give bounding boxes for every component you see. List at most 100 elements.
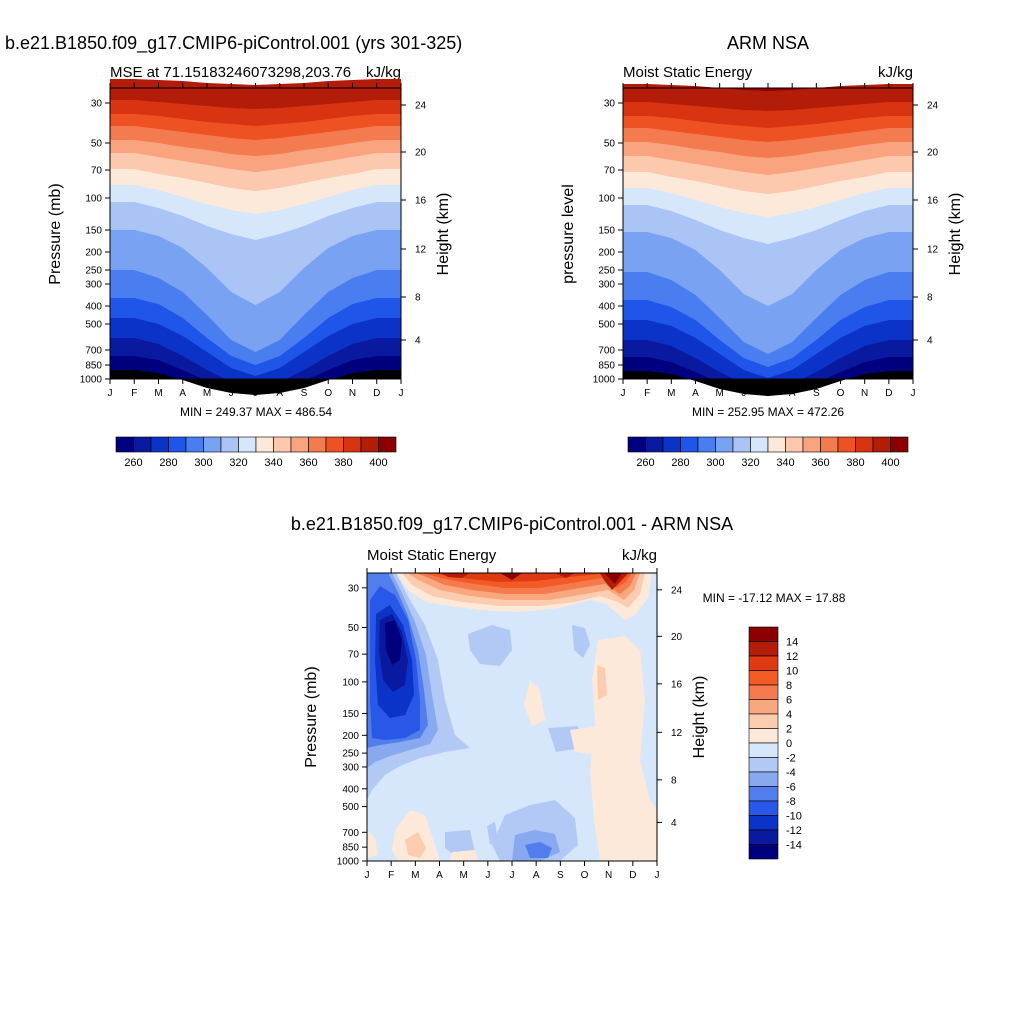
panel3-colorbar-label: -8 <box>786 796 796 808</box>
panel1-y-tick-label: 850 <box>85 361 102 372</box>
panel1-x-tick-label: J <box>229 388 234 399</box>
panel3-contour-neg-14 <box>385 620 402 665</box>
panel1-y-axis-label: Pressure (mb) <box>47 183 64 284</box>
panel1-colorbar-label: 360 <box>299 457 317 469</box>
panel1-axes: J F M A M J J A S O N D J 30 50 70 100 150 200 250 300 400 500… <box>80 83 427 399</box>
panel3-colorbar-swatch <box>748 684 779 700</box>
panel1-colorbar-label: 400 <box>369 457 387 469</box>
panel1-h-tick-label: 16 <box>415 196 427 207</box>
panel1-right-axis-label: Height (km) <box>435 193 452 276</box>
panel1-units: kJ/kg <box>366 64 401 81</box>
panel1-colorbar-swatch <box>185 436 204 453</box>
panel3-colorbar-label: -6 <box>786 782 796 794</box>
panel2-colorbar-label: 280 <box>671 457 689 469</box>
panel1-y-tick-label: 700 <box>85 346 102 357</box>
panel2-x-tick-label: J <box>741 388 746 399</box>
panel3-contour-blob-2 <box>572 625 590 658</box>
panel2-colorbar-swatch <box>837 436 856 453</box>
panel3-contour-low-neg-b <box>445 830 475 856</box>
panel2-units: kJ/kg <box>878 64 913 81</box>
panel2-h-tick-label: 8 <box>927 293 933 304</box>
panel1-colorbar-swatch <box>220 436 239 453</box>
panel3-contour-low-neg-6 <box>525 842 552 858</box>
panel1-y-tick-label: 400 <box>85 302 102 313</box>
panel3-colorbar-swatch <box>748 757 779 773</box>
panel1-y-tick-label: 150 <box>85 226 102 237</box>
panel3-x-tick-label: J <box>485 870 490 881</box>
panel1-colorbar-label: 280 <box>159 457 177 469</box>
panel3-contour-pos-16b <box>500 573 522 580</box>
panel3-colorbar-label: 8 <box>786 680 792 692</box>
panel3-x-tick-label: F <box>388 870 394 881</box>
panel2-x-tick-label: S <box>813 388 820 399</box>
panel1-y-tick-label: 300 <box>85 280 102 291</box>
panel1-x-tick-label: F <box>131 388 137 399</box>
panel2-y-tick-label: 300 <box>598 280 615 291</box>
panel3-colorbar-label: -14 <box>786 840 802 852</box>
panel1-colorbar-swatch <box>150 436 169 453</box>
panel3-units: kJ/kg <box>622 547 657 564</box>
panel3-x-tick-label: A <box>533 870 540 881</box>
panel3-colorbar-swatch <box>748 742 779 758</box>
panel2-colorbar-swatch <box>872 436 891 453</box>
panel3-y-tick-label: 70 <box>348 650 360 661</box>
panel3-x-tick-label: N <box>605 870 612 881</box>
panel2-x-tick-label: J <box>621 388 626 399</box>
panel3-colorbar-label: 10 <box>786 666 798 678</box>
panel2-colorbar-label: 320 <box>741 457 759 469</box>
panel1-stats: MIN = 249.37 MAX = 486.54 <box>180 405 332 419</box>
panel3-colorbar-swatch <box>748 771 779 787</box>
panel3-colorbar-label: 0 <box>786 738 792 750</box>
panel2-colorbar-swatch <box>697 436 716 453</box>
panel3-y-tick-label: 300 <box>342 762 359 773</box>
panel2-x-tick-label: F <box>644 388 650 399</box>
panel2-colorbar-swatch <box>802 436 821 453</box>
panel3-h-tick-label: 8 <box>671 775 677 786</box>
panel3-colorbar-swatch <box>748 670 779 686</box>
panel2-colorbar-label: 260 <box>636 457 654 469</box>
panel3-contour-blob-1 <box>468 625 512 666</box>
panel3-h-tick-label: 24 <box>671 585 683 596</box>
panel3-colorbar-label: -10 <box>786 811 802 823</box>
panel1-colorbar-swatch <box>203 436 222 453</box>
panel3-contour-pos-14b <box>440 573 470 578</box>
panel3-x-tick-label: M <box>459 870 467 881</box>
panel1-colorbar-label: 300 <box>194 457 212 469</box>
panel3-h-tick-label: 12 <box>671 728 683 739</box>
panel1-colorbar-swatch <box>325 436 344 453</box>
panel1-y-tick-label: 30 <box>91 99 103 110</box>
panel2-colorbar-label: 340 <box>776 457 794 469</box>
panel3-colorbar-label: -12 <box>786 825 802 837</box>
panel2-colorbar-swatch <box>680 436 699 453</box>
panel2-y-axis-label: pressure level <box>560 184 577 284</box>
panel2-colorbar-label: 400 <box>881 457 899 469</box>
panel3-colorbar-swatch <box>748 699 779 715</box>
panel3-h-tick-label: 4 <box>671 818 677 829</box>
panel3-y-tick-label: 50 <box>348 623 360 634</box>
panel3-y-tick-label: 100 <box>342 677 359 688</box>
panel1-colorbar-swatch <box>273 436 292 453</box>
panel2-colorbar-swatch <box>767 436 786 453</box>
panel2-title: ARM NSA <box>727 33 809 53</box>
panel1-h-tick-label: 8 <box>415 293 421 304</box>
panel1-colorbar-label: 260 <box>124 457 142 469</box>
panel1-x-tick-label: D <box>373 388 380 399</box>
panel1-plot-area <box>110 79 401 395</box>
panel2-colorbar-label: 360 <box>811 457 829 469</box>
panel3-y-tick-label: 1000 <box>337 857 360 868</box>
panel3-contour-pos-blob-6 <box>405 832 426 858</box>
panel1-colorbar-label: 380 <box>334 457 352 469</box>
panel1-x-tick-label: O <box>324 388 332 399</box>
panel2-y-tick-label: 400 <box>598 302 615 313</box>
panel2-y-tick-label: 150 <box>598 226 615 237</box>
panel1-y-tick-label: 250 <box>85 266 102 277</box>
panel3-plot-area <box>367 573 657 861</box>
panel3-y-axis-label: Pressure (mb) <box>303 666 320 767</box>
panel3-contour-pos-16a <box>605 573 622 584</box>
panel2-h-tick-label: 16 <box>927 196 939 207</box>
panel1-y-tick-label: 1000 <box>80 375 103 386</box>
panel3-h-tick-label: 20 <box>671 632 683 643</box>
panel3-contour-pos-blob-8 <box>367 830 378 858</box>
panel1-x-tick-label: J <box>108 388 113 399</box>
